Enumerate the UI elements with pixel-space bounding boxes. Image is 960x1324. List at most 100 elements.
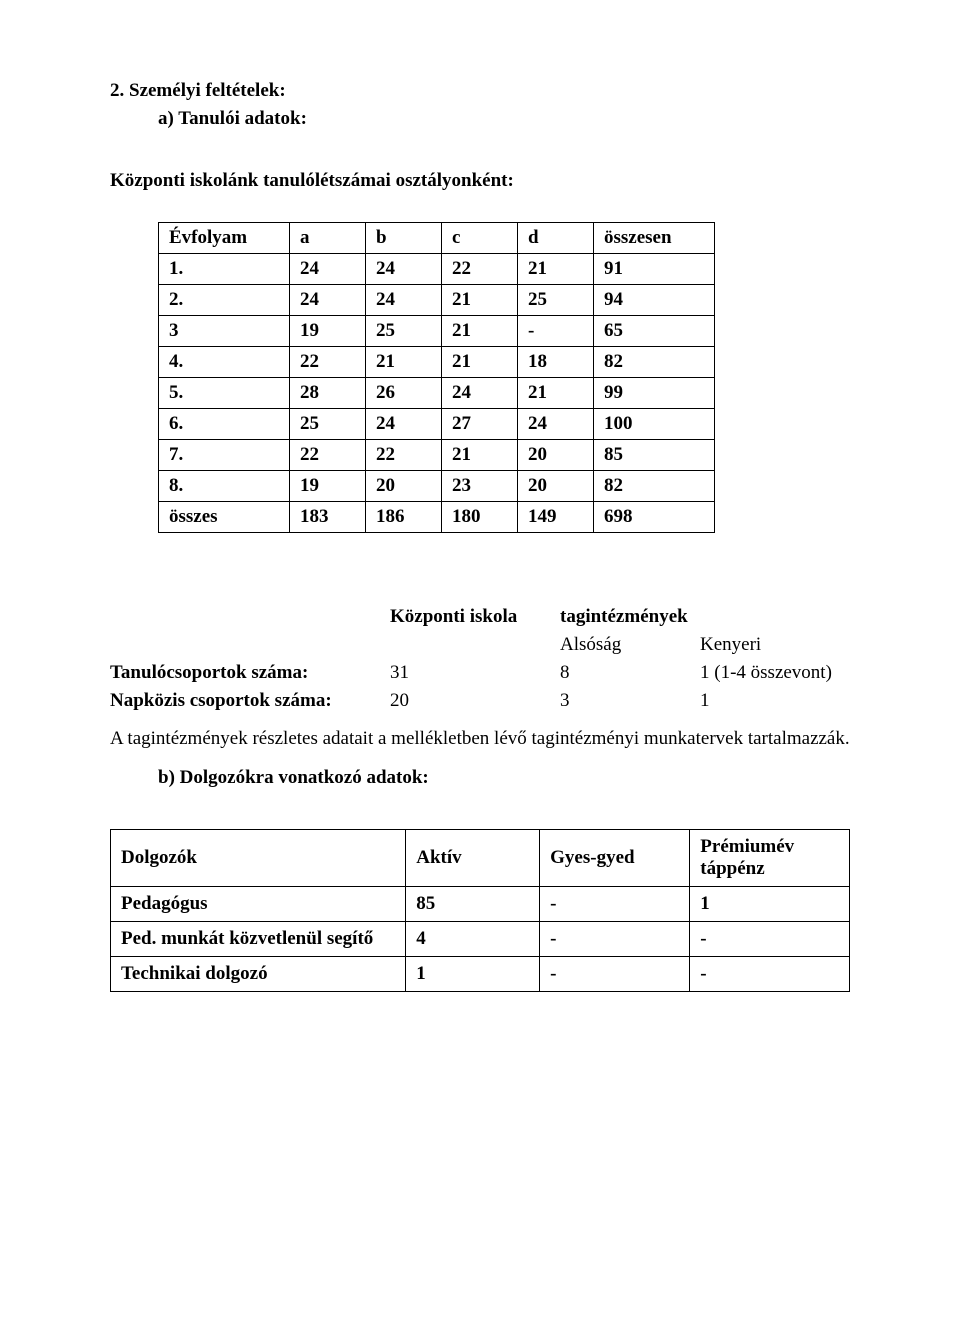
table-cell: 24: [290, 254, 366, 285]
row-center: 20: [390, 687, 560, 715]
table-cell: 24: [442, 378, 518, 409]
table-cell: 24: [290, 285, 366, 316]
table-cell: 25: [366, 316, 442, 347]
table-header-row: Évfolyam a b c d összesen: [159, 223, 715, 254]
group-subhead-row: Alsóság Kenyeri: [110, 631, 850, 659]
table-cell: Ped. munkát közvetlenül segítő: [111, 922, 406, 957]
table-cell: 4.: [159, 347, 290, 378]
table-cell: -: [540, 957, 690, 992]
table-row: 1.2424222191: [159, 254, 715, 285]
table-cell: 28: [290, 378, 366, 409]
table-cell: 3: [159, 316, 290, 347]
staff-table: Dolgozók Aktív Gyes-gyed Prémiumév táppé…: [110, 829, 850, 992]
subsection-b-heading: b) Dolgozókra vonatkozó adatok:: [110, 767, 850, 789]
col-dolgozok: Dolgozók: [111, 830, 406, 887]
table-row: Pedagógus85-1: [111, 887, 850, 922]
table-cell: 82: [594, 347, 715, 378]
table-row: 2.2424212594: [159, 285, 715, 316]
subsection-a-heading: a) Tanulói adatok:: [110, 108, 850, 130]
row-kenyeri: 1 (1-4 összevont): [700, 659, 850, 687]
table-cell: összes: [159, 502, 290, 533]
table-row: Ped. munkát közvetlenül segítő4--: [111, 922, 850, 957]
row-kenyeri: 1: [700, 687, 850, 715]
table-cell: -: [540, 887, 690, 922]
table-cell: 22: [290, 347, 366, 378]
table-cell: 82: [594, 471, 715, 502]
table-cell: 91: [594, 254, 715, 285]
table-cell: 6.: [159, 409, 290, 440]
table-cell: 1.: [159, 254, 290, 285]
group-counts-block: Központi iskola tagintézmények Alsóság K…: [110, 603, 850, 757]
table-cell: 23: [442, 471, 518, 502]
col-c: c: [442, 223, 518, 254]
col-b: b: [366, 223, 442, 254]
table-cell: 24: [366, 409, 442, 440]
table-cell: 21: [442, 440, 518, 471]
group-counts-table: Központi iskola tagintézmények Alsóság K…: [110, 603, 850, 715]
table-cell: 21: [518, 378, 594, 409]
table-cell: 2.: [159, 285, 290, 316]
table-cell: 20: [518, 471, 594, 502]
table-cell: 65: [594, 316, 715, 347]
col-head-right: tagintézmények: [560, 603, 850, 631]
table-cell: 1: [690, 887, 850, 922]
table-cell: -: [540, 922, 690, 957]
table-cell: 94: [594, 285, 715, 316]
table-cell: 186: [366, 502, 442, 533]
table-row: 4.2221211882: [159, 347, 715, 378]
table-cell: 180: [442, 502, 518, 533]
table-cell: 20: [366, 471, 442, 502]
intro-line: Központi iskolánk tanulólétszámai osztál…: [110, 170, 850, 192]
table-cell: Technikai dolgozó: [111, 957, 406, 992]
subhead-kenyeri: Kenyeri: [700, 631, 850, 659]
table-cell: -: [518, 316, 594, 347]
table-row: 7.2222212085: [159, 440, 715, 471]
table-cell: 8.: [159, 471, 290, 502]
subhead-alsosag: Alsóság: [560, 631, 700, 659]
group-row: Napközis csoportok száma: 20 3 1: [110, 687, 850, 715]
table-cell: 21: [442, 316, 518, 347]
table-cell: 22: [442, 254, 518, 285]
group-row: Tanulócsoportok száma: 31 8 1 (1-4 össze…: [110, 659, 850, 687]
table-cell: 19: [290, 316, 366, 347]
table-cell: 698: [594, 502, 715, 533]
section-heading: 2. Személyi feltételek:: [110, 80, 850, 102]
table-cell: 149: [518, 502, 594, 533]
row-alsosag: 8: [560, 659, 700, 687]
table-cell: Pedagógus: [111, 887, 406, 922]
table-cell: 25: [290, 409, 366, 440]
table-cell: 85: [406, 887, 540, 922]
col-gyes: Gyes-gyed: [540, 830, 690, 887]
table-cell: 4: [406, 922, 540, 957]
table-cell: 20: [518, 440, 594, 471]
row-label: Tanulócsoportok száma:: [110, 659, 390, 687]
table-cell: 85: [594, 440, 715, 471]
table-cell: 22: [366, 440, 442, 471]
enrollment-table: Évfolyam a b c d összesen 1.24242221912.…: [158, 222, 715, 533]
row-label: Napközis csoportok száma:: [110, 687, 390, 715]
table-row: 6.25242724100: [159, 409, 715, 440]
table-cell: 21: [442, 285, 518, 316]
table-cell: 24: [366, 285, 442, 316]
table-cell: 25: [518, 285, 594, 316]
table-row: 8.1920232082: [159, 471, 715, 502]
table-cell: -: [690, 957, 850, 992]
table-cell: 21: [518, 254, 594, 285]
group-head-row: Központi iskola tagintézmények: [110, 603, 850, 631]
col-aktiv: Aktív: [406, 830, 540, 887]
table-cell: 7.: [159, 440, 290, 471]
col-d: d: [518, 223, 594, 254]
table-cell: 26: [366, 378, 442, 409]
row-alsosag: 3: [560, 687, 700, 715]
table-row: összes183186180149698: [159, 502, 715, 533]
table-cell: 99: [594, 378, 715, 409]
table-cell: 21: [442, 347, 518, 378]
group-paragraph: A tagintézmények részletes adatait a mel…: [110, 721, 850, 757]
table-cell: 18: [518, 347, 594, 378]
col-osszesen: összesen: [594, 223, 715, 254]
col-head-center: Központi iskola: [390, 603, 560, 631]
col-evfolyam: Évfolyam: [159, 223, 290, 254]
table-row: 5.2826242199: [159, 378, 715, 409]
table-cell: 5.: [159, 378, 290, 409]
table-cell: 21: [366, 347, 442, 378]
